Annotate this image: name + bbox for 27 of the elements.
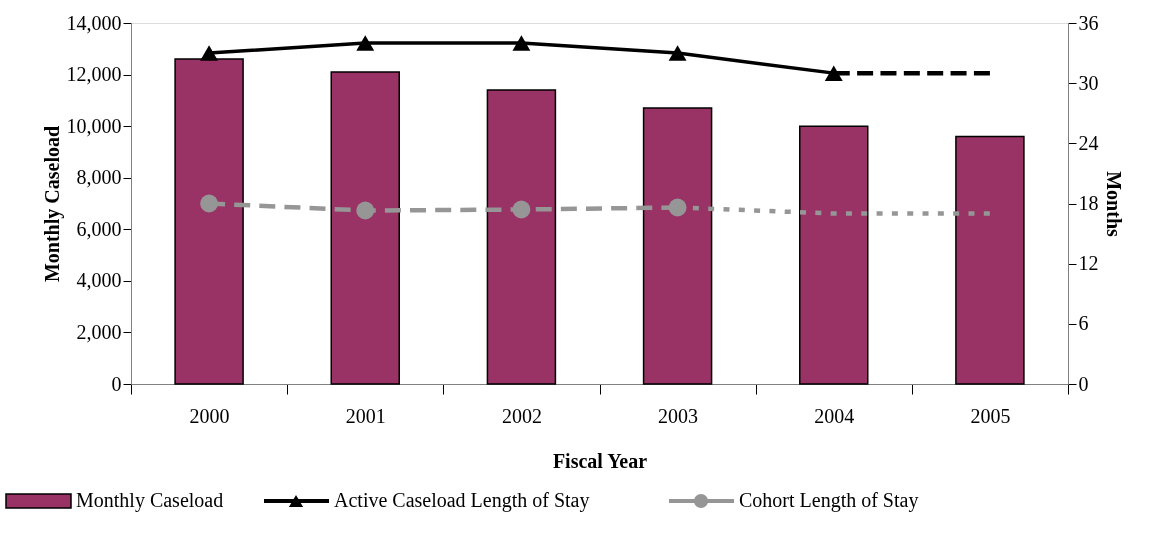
x-tick-label: 2000 [189,404,230,427]
x-tick-label: 2005 [970,404,1011,427]
y2-axis-title: Months [1102,171,1125,237]
x-tick-label: 2001 [345,404,386,427]
y-tick-label: 12,000 [66,63,122,86]
y2-tick-label: 0 [1078,372,1089,395]
y-tick-label: 6,000 [76,217,122,240]
x-tick-label: 2002 [501,404,542,427]
y-axis-title: Monthly Caseload [40,125,64,283]
x-tick-label: 2004 [814,404,855,427]
y-tick-label: 14,000 [66,11,122,34]
y-tick-label: 0 [111,372,122,395]
y2-tick-label: 24 [1078,131,1099,154]
y2-tick-label: 18 [1078,192,1099,214]
y-tick-label: 10,000 [66,114,122,137]
y-tick-label: 2,000 [76,320,122,343]
y-tick-label: 4,000 [76,269,122,292]
y2-tick-label: 12 [1078,252,1099,275]
y2-tick-label: 36 [1078,11,1099,34]
x-tick-label: 2003 [658,404,699,427]
x-axis-title: Fiscal Year [552,449,648,472]
legend-label: Monthly Caseload [76,489,224,512]
legend-label: Cohort Length of Stay [739,489,919,512]
legend-label: Active Caseload Length of Stay [334,489,590,512]
y-tick-label: 8,000 [76,166,122,189]
y2-tick-label: 6 [1078,312,1089,335]
y2-tick-label: 30 [1078,71,1099,94]
